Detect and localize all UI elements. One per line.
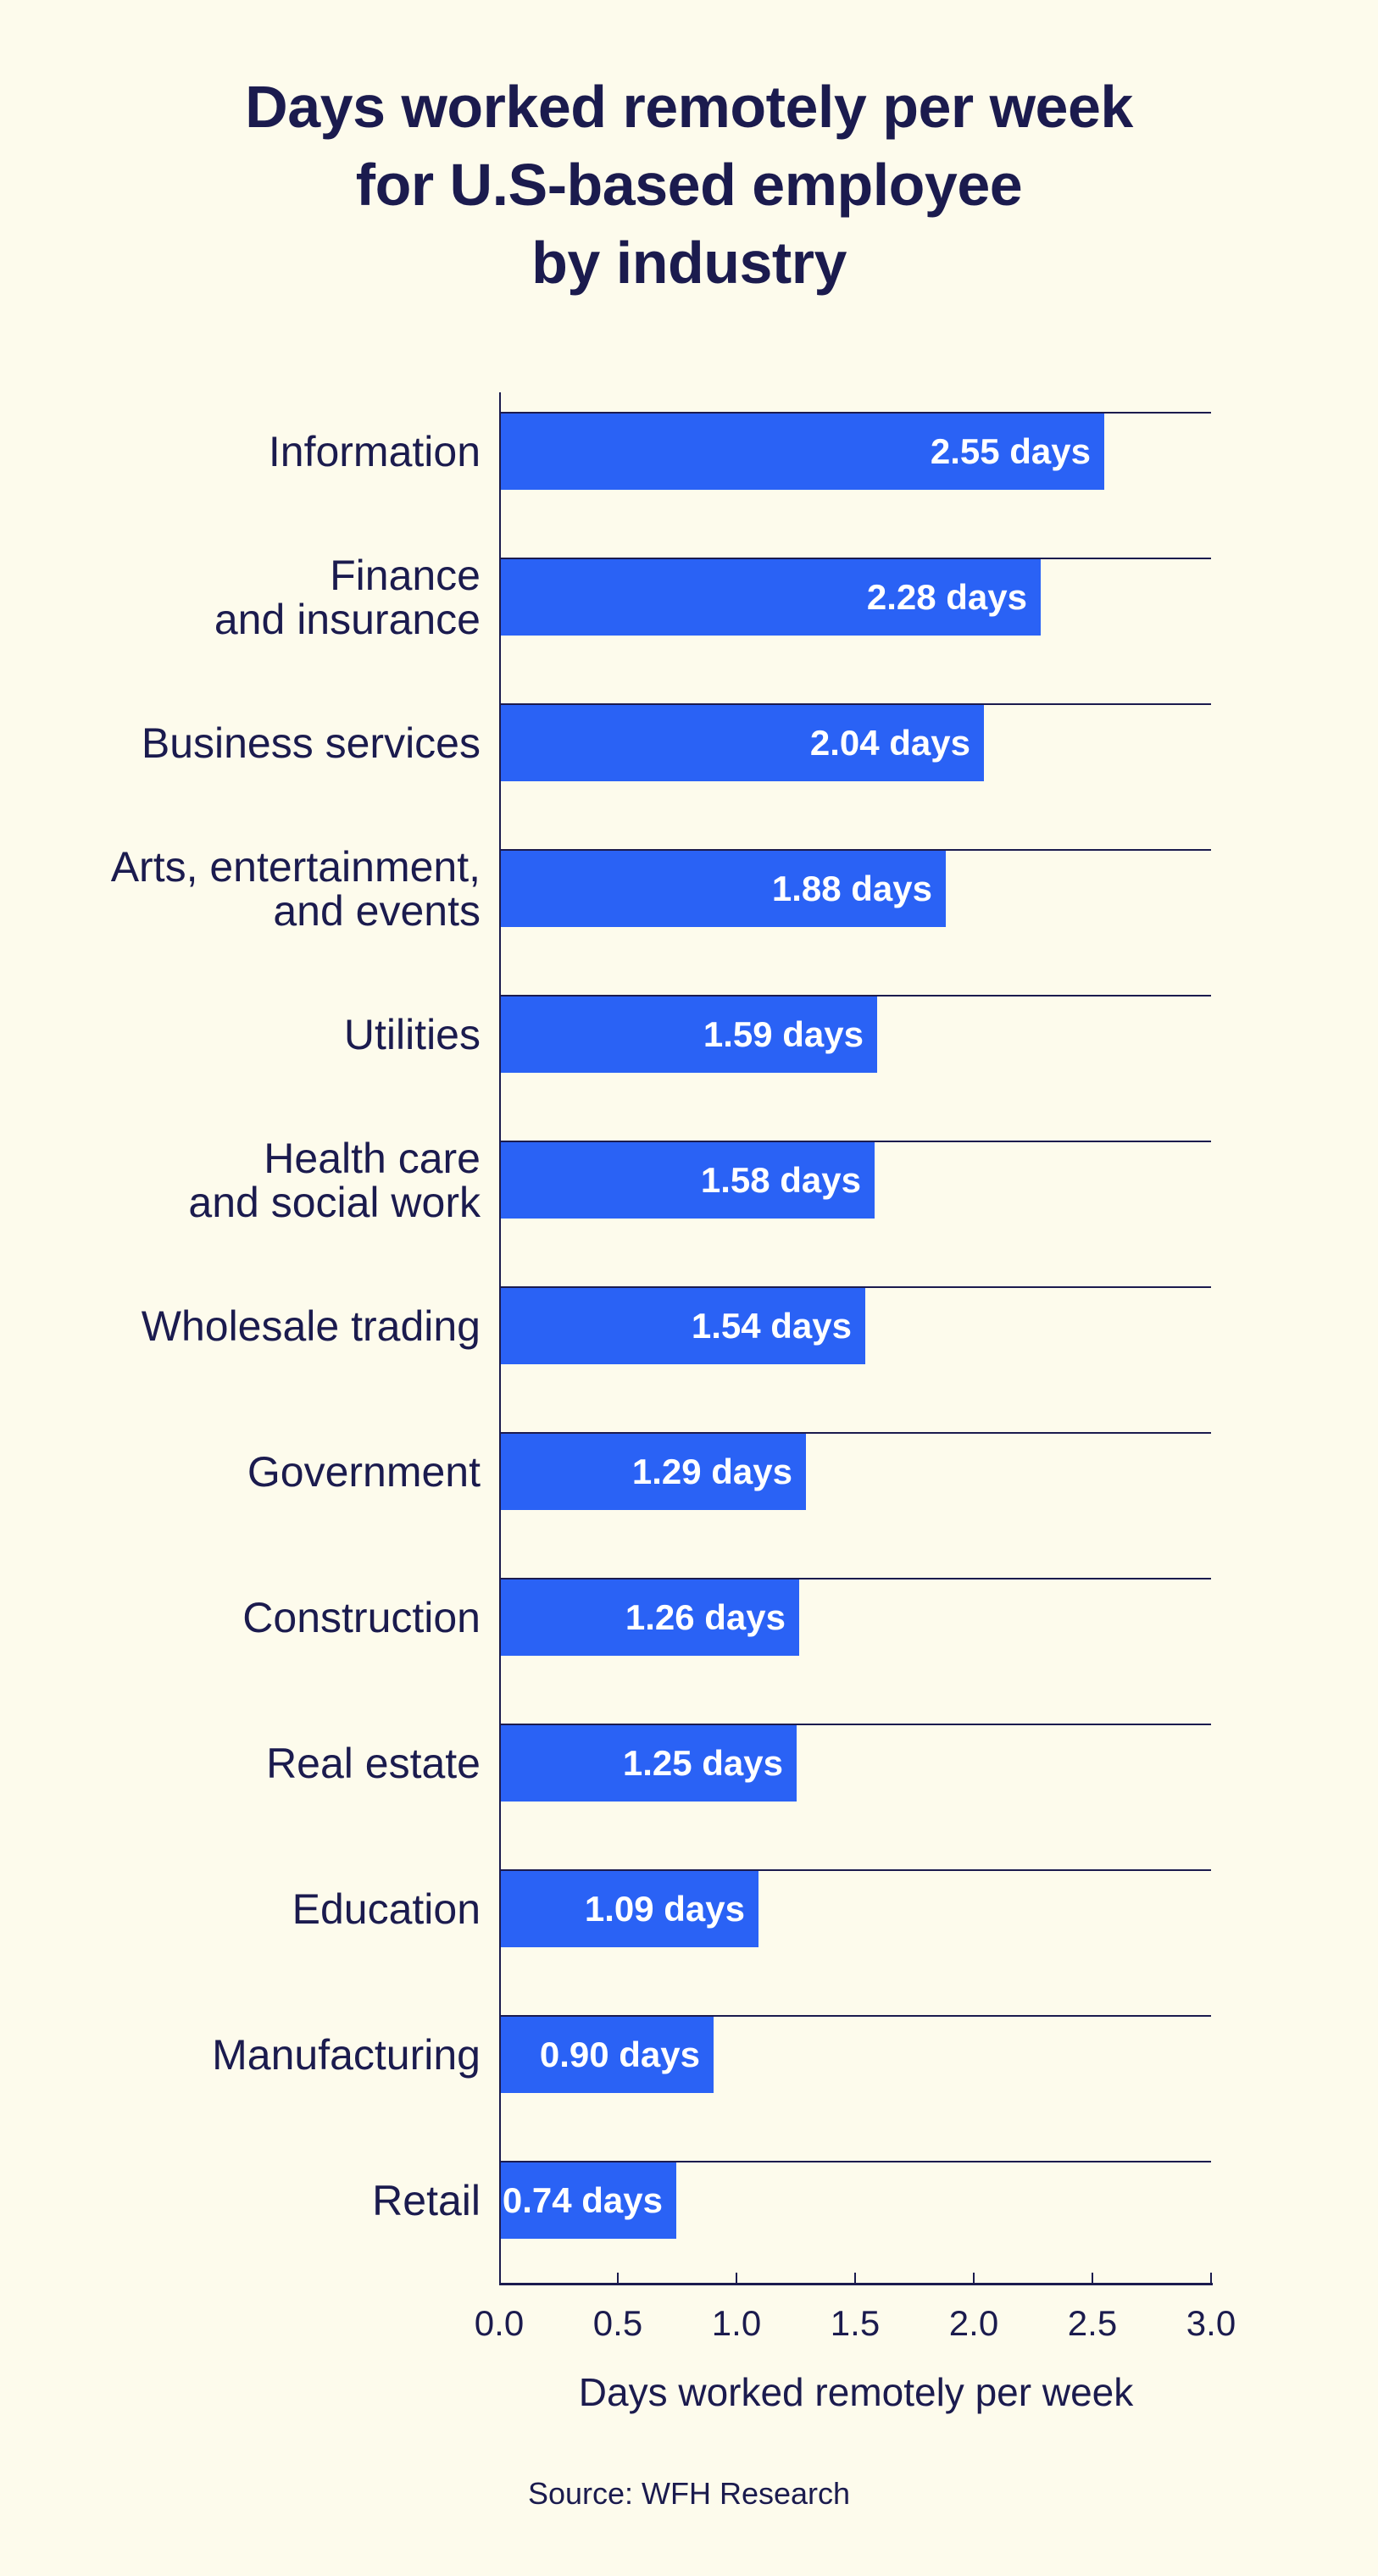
bar: 0.74 days — [501, 2162, 676, 2239]
gridline — [501, 1869, 1211, 1871]
bar: 2.28 days — [501, 559, 1041, 636]
bar: 1.29 days — [501, 1434, 806, 1510]
chart-title: Days worked remotely per week for U.S-ba… — [0, 68, 1378, 302]
bar-value-label: 1.88 days — [771, 869, 932, 908]
bar-value-label: 1.26 days — [625, 1597, 786, 1637]
chart-title-line-1: Days worked remotely per week — [245, 74, 1133, 140]
bar: 2.04 days — [501, 705, 984, 781]
bar: 1.58 days — [501, 1142, 875, 1219]
gridline — [501, 849, 1211, 851]
category-label: Finance and insurance — [214, 552, 481, 643]
bar: 0.90 days — [501, 2017, 714, 2093]
x-axis-title: Days worked remotely per week — [578, 2370, 1134, 2414]
category-label: Information — [268, 428, 481, 475]
category-label: Education — [292, 1885, 481, 1933]
y-axis-line — [499, 392, 501, 2285]
bar-row: Government 1.29 days — [0, 1432, 1378, 1512]
category-label: Retail — [372, 2177, 481, 2224]
bar: 1.26 days — [501, 1579, 799, 1656]
bar-row: Information 2.55 days — [0, 412, 1378, 491]
category-label: Manufacturing — [212, 2031, 481, 2079]
x-axis-tick — [1092, 2273, 1093, 2283]
bar-value-label: 1.58 days — [700, 1160, 861, 1200]
x-axis-tick-label: 0.0 — [474, 2303, 525, 2343]
bar-row: Health care and social work 1.58 days — [0, 1135, 1378, 1226]
bar-value-label: 2.55 days — [930, 431, 1091, 471]
gridline — [501, 1432, 1211, 1434]
x-axis-tick — [854, 2273, 856, 2283]
category-label: Wholesale trading — [141, 1302, 481, 1350]
x-axis-tick-label: 0.5 — [592, 2303, 643, 2343]
gridline — [501, 1141, 1211, 1142]
category-label: Business services — [141, 719, 481, 767]
category-label: Government — [247, 1448, 481, 1496]
chart-title-line-2: for U.S-based employee — [355, 152, 1023, 218]
gridline — [501, 995, 1211, 997]
bar-value-label: 0.74 days — [502, 2180, 663, 2220]
bar-row: Business services 2.04 days — [0, 703, 1378, 783]
bar-value-label: 0.90 days — [539, 2035, 700, 2074]
gridline — [501, 412, 1211, 414]
gridline — [501, 1724, 1211, 1725]
bar: 1.09 days — [501, 1871, 758, 1947]
bar: 1.25 days — [501, 1725, 797, 1802]
bar-row: Finance and insurance 2.28 days — [0, 552, 1378, 643]
x-axis-tick — [736, 2273, 737, 2283]
bar: 1.59 days — [501, 997, 877, 1073]
gridline — [501, 1578, 1211, 1579]
gridline — [501, 2161, 1211, 2162]
bar-value-label: 2.28 days — [866, 577, 1027, 617]
category-label: Utilities — [343, 1011, 481, 1058]
gridline — [501, 703, 1211, 705]
x-axis-tick-label: 1.0 — [711, 2303, 762, 2343]
bar-row: Education 1.09 days — [0, 1869, 1378, 1949]
x-axis-tick-label: 3.0 — [1186, 2303, 1236, 2343]
source-note: Source: WFH Research — [527, 2476, 851, 2511]
bar-row: Arts, entertainment, and events 1.88 days — [0, 843, 1378, 935]
bar-value-label: 1.29 days — [631, 1452, 792, 1491]
bar-value-label: 1.54 days — [691, 1306, 852, 1346]
gridline — [501, 558, 1211, 559]
x-axis-tick-label: 2.0 — [948, 2303, 999, 2343]
bar-row: Utilities 1.59 days — [0, 995, 1378, 1074]
bar-value-label: 1.59 days — [703, 1014, 864, 1054]
category-label: Health care and social work — [188, 1135, 481, 1226]
chart-title-line-3: by industry — [531, 230, 847, 296]
category-label: Arts, entertainment, and events — [110, 843, 481, 935]
category-label: Real estate — [266, 1740, 481, 1787]
x-axis-line — [499, 2283, 1213, 2285]
bar: 1.88 days — [501, 851, 946, 927]
category-label: Construction — [242, 1594, 481, 1641]
x-axis-tick — [1210, 2273, 1212, 2283]
x-axis-tick-label: 1.5 — [830, 2303, 881, 2343]
bar-row: Construction 1.26 days — [0, 1578, 1378, 1657]
bar: 2.55 days — [501, 414, 1104, 490]
x-axis-tick — [973, 2273, 975, 2283]
bar: 1.54 days — [501, 1288, 865, 1364]
bar-row: Wholesale trading 1.54 days — [0, 1286, 1378, 1366]
bar-value-label: 2.04 days — [809, 723, 970, 763]
x-axis-tick — [617, 2273, 619, 2283]
bar-row: Retail 0.74 days — [0, 2161, 1378, 2240]
gridline — [501, 1286, 1211, 1288]
x-axis-tick-label: 2.5 — [1067, 2303, 1118, 2343]
gridline — [501, 2015, 1211, 2017]
bar-row: Real estate 1.25 days — [0, 1724, 1378, 1803]
bar-value-label: 1.09 days — [584, 1889, 745, 1929]
bar-row: Manufacturing 0.90 days — [0, 2015, 1378, 2095]
bar-value-label: 1.25 days — [622, 1743, 783, 1783]
